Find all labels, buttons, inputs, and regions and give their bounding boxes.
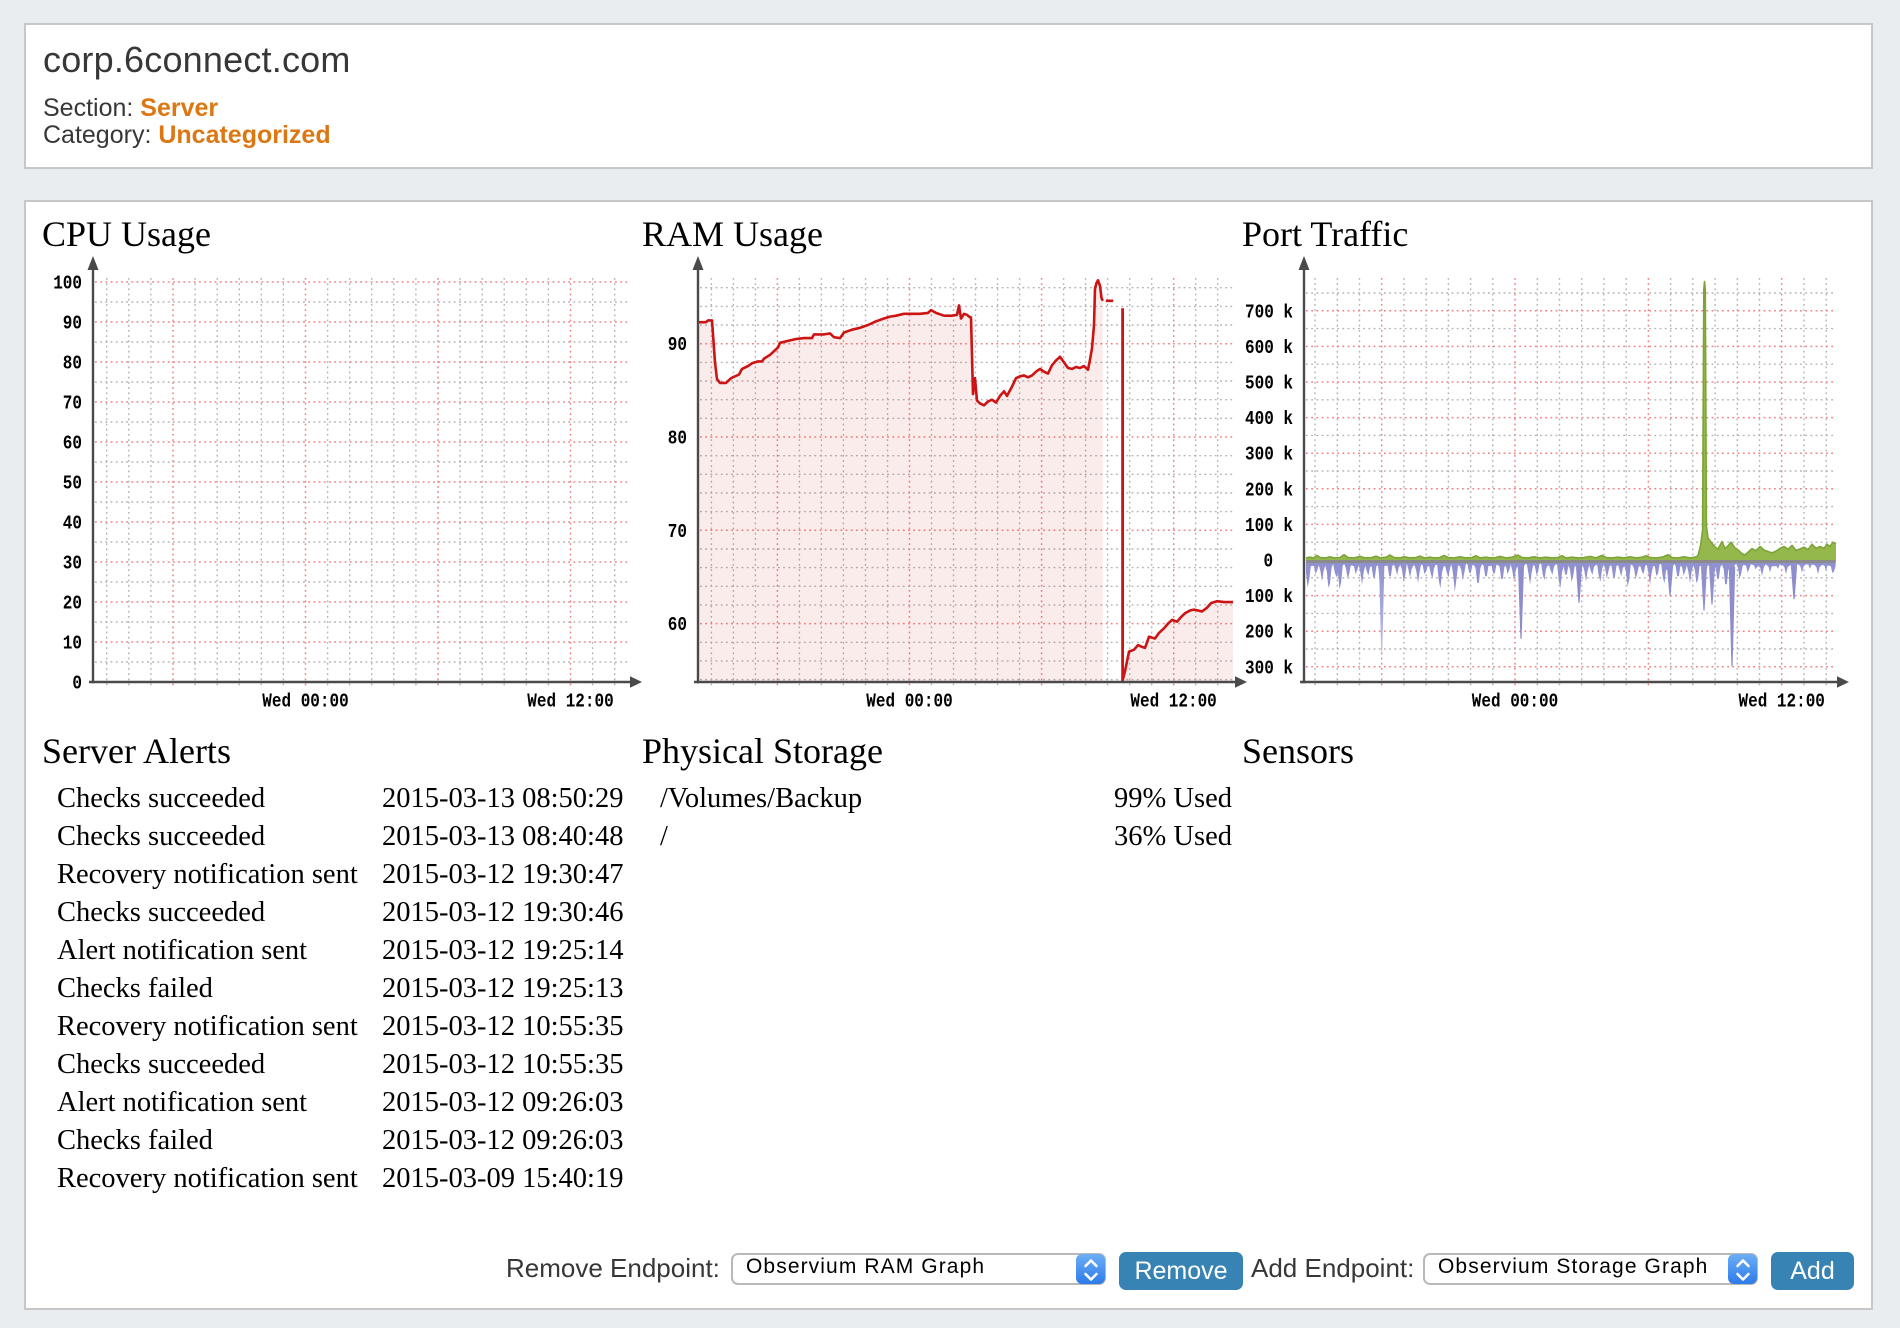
svg-text:70: 70 bbox=[668, 521, 687, 543]
svg-text:700 k: 700 k bbox=[1245, 301, 1293, 323]
svg-text:10: 10 bbox=[63, 633, 82, 655]
svg-text:500 k: 500 k bbox=[1245, 373, 1293, 395]
svg-text:200 k: 200 k bbox=[1245, 479, 1293, 501]
svg-text:400 k: 400 k bbox=[1245, 408, 1293, 430]
svg-text:Wed 12:00: Wed 12:00 bbox=[527, 691, 613, 713]
svg-text:100: 100 bbox=[53, 273, 82, 295]
svg-text:60: 60 bbox=[668, 614, 687, 636]
svg-text:70: 70 bbox=[63, 393, 82, 415]
svg-text:Wed 12:00: Wed 12:00 bbox=[1739, 691, 1825, 713]
svg-text:80: 80 bbox=[63, 353, 82, 375]
svg-text:40: 40 bbox=[63, 513, 82, 535]
svg-text:30: 30 bbox=[63, 553, 82, 575]
svg-text:Wed 12:00: Wed 12:00 bbox=[1130, 691, 1216, 713]
svg-text:90: 90 bbox=[668, 334, 687, 356]
svg-text:0: 0 bbox=[72, 673, 82, 695]
svg-text:50: 50 bbox=[63, 473, 82, 495]
svg-text:100 k: 100 k bbox=[1245, 515, 1293, 537]
svg-text:Wed 00:00: Wed 00:00 bbox=[1472, 691, 1558, 713]
svg-text:90: 90 bbox=[63, 313, 82, 335]
svg-text:0: 0 bbox=[1264, 551, 1274, 573]
svg-text:100 k: 100 k bbox=[1245, 586, 1293, 608]
svg-text:300 k: 300 k bbox=[1245, 444, 1293, 466]
svg-text:80: 80 bbox=[668, 428, 687, 450]
svg-text:Wed 00:00: Wed 00:00 bbox=[262, 691, 348, 713]
svg-text:Wed 00:00: Wed 00:00 bbox=[866, 691, 952, 713]
svg-text:300 k: 300 k bbox=[1245, 657, 1293, 679]
svg-text:600 k: 600 k bbox=[1245, 337, 1293, 359]
svg-text:20: 20 bbox=[63, 593, 82, 615]
svg-text:200 k: 200 k bbox=[1245, 622, 1293, 644]
svg-text:60: 60 bbox=[63, 433, 82, 455]
